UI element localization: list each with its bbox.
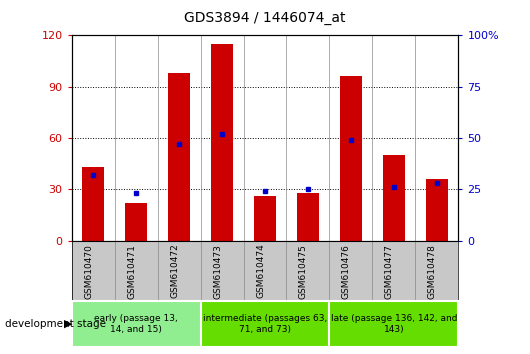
Bar: [169, 73, 190, 241]
Text: GSM610476: GSM610476: [342, 244, 351, 299]
Bar: [330, 301, 458, 347]
Bar: [426, 179, 448, 241]
Text: GSM610471: GSM610471: [127, 244, 136, 299]
Text: GSM610472: GSM610472: [170, 244, 179, 298]
Bar: [211, 44, 233, 241]
Text: intermediate (passages 63,
71, and 73): intermediate (passages 63, 71, and 73): [203, 314, 327, 333]
Bar: [383, 155, 405, 241]
Text: GSM610478: GSM610478: [428, 244, 437, 299]
Text: GSM610470: GSM610470: [84, 244, 93, 299]
Text: ▶: ▶: [64, 319, 72, 329]
Bar: [297, 193, 319, 241]
Bar: [72, 301, 200, 347]
Text: development stage: development stage: [5, 319, 107, 329]
Text: GSM610475: GSM610475: [299, 244, 308, 299]
Text: late (passage 136, 142, and
143): late (passage 136, 142, and 143): [331, 314, 457, 333]
Text: GDS3894 / 1446074_at: GDS3894 / 1446074_at: [184, 11, 346, 25]
Bar: [340, 76, 361, 241]
Bar: [125, 203, 147, 241]
Text: GSM610477: GSM610477: [385, 244, 394, 299]
Bar: [254, 196, 276, 241]
Text: GSM610474: GSM610474: [256, 244, 265, 298]
Text: early (passage 13,
14, and 15): early (passage 13, 14, and 15): [94, 314, 178, 333]
Text: GSM610473: GSM610473: [213, 244, 222, 299]
Bar: [200, 301, 330, 347]
Bar: [82, 167, 104, 241]
